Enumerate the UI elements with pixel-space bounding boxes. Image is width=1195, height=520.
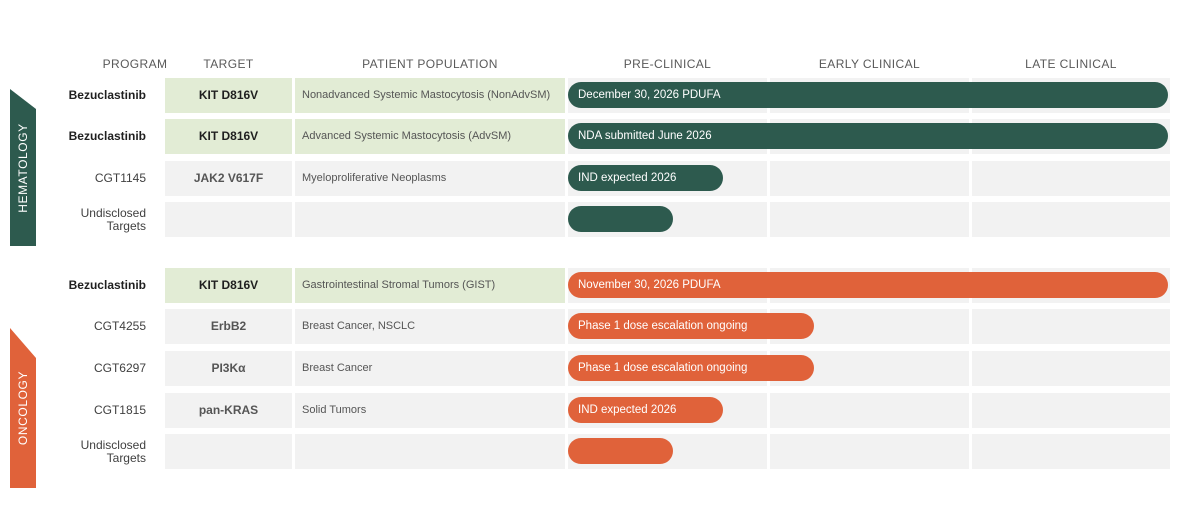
patient-population: Breast Cancer — [302, 362, 373, 374]
progress-bar: November 30, 2026 PDUFA — [568, 272, 1168, 298]
header-early-clinical: EARLY CLINICAL — [818, 57, 921, 71]
patient-population — [295, 202, 565, 237]
grid-cell — [770, 161, 969, 196]
grid-cell — [972, 202, 1170, 237]
program-name: Bezuclastinib — [68, 88, 146, 102]
header-program: PROGRAM — [102, 57, 168, 71]
grid-cell — [165, 202, 292, 237]
patient-population: Advanced Systemic Mastocytosis (AdvSM) — [302, 130, 512, 142]
grid-cell — [165, 309, 292, 344]
grid-cell — [972, 351, 1170, 386]
header-late-clinical: LATE CLINICAL — [1025, 57, 1117, 71]
grid-cell — [295, 78, 565, 113]
grid-cell — [165, 434, 292, 469]
grid-cell — [295, 309, 565, 344]
target-name: PI3Kα — [211, 361, 246, 375]
progress-bar: IND expected 2026 — [568, 397, 723, 423]
progress-bar: December 30, 2026 PDUFA — [568, 82, 1168, 108]
grid-cell — [770, 202, 969, 237]
progress-bar: Phase 1 dose escalation ongoing — [568, 313, 814, 339]
grid-cell — [295, 351, 565, 386]
program-name: Undisclosed Targets — [80, 205, 146, 233]
grid-cell — [165, 161, 292, 196]
program-name: Undisclosed Targets — [80, 437, 146, 465]
grid-cell — [972, 309, 1170, 344]
grid-cell — [165, 268, 292, 303]
program-name: Bezuclastinib — [68, 129, 146, 143]
grid-cell — [165, 351, 292, 386]
program-name: CGT6297 — [93, 361, 146, 375]
oncology-label: ONCOLOGY — [16, 370, 30, 446]
oncology-section-tab: ONCOLOGY — [10, 328, 36, 488]
program-name: CGT1815 — [93, 403, 146, 417]
patient-population: Myeloproliferative Neoplasms — [302, 172, 447, 184]
target-name — [165, 434, 292, 469]
grid-cell — [770, 393, 969, 428]
header-target: TARGET — [203, 57, 254, 71]
grid-cell — [770, 434, 969, 469]
header-population: PATIENT POPULATION — [362, 57, 498, 71]
patient-population: Breast Cancer, NSCLC — [302, 320, 416, 332]
grid-cell — [165, 393, 292, 428]
patient-population: Nonadvanced Systemic Mastocytosis (NonAd… — [302, 89, 551, 101]
grid-cell — [972, 434, 1170, 469]
target-name: ErbB2 — [210, 319, 247, 333]
program-name: CGT1145 — [94, 171, 146, 185]
target-name — [165, 202, 292, 237]
grid-cell — [295, 119, 565, 154]
grid-cell — [165, 78, 292, 113]
target-name: JAK2 V617F — [193, 171, 264, 185]
program-name: Bezuclastinib — [68, 278, 146, 292]
grid-cell — [295, 202, 565, 237]
grid-cell — [295, 393, 565, 428]
program-name: CGT4255 — [93, 319, 146, 333]
progress-bar: NDA submitted June 2026 — [568, 123, 1168, 149]
grid-cell — [295, 434, 565, 469]
progress-bar — [568, 438, 673, 464]
patient-population: Solid Tumors — [302, 404, 367, 416]
target-name: KIT D816V — [198, 278, 259, 292]
progress-bar: IND expected 2026 — [568, 165, 723, 191]
patient-population — [295, 434, 565, 469]
grid-cell — [295, 161, 565, 196]
grid-cell — [972, 161, 1170, 196]
patient-population: Gastrointestinal Stromal Tumors (GIST) — [302, 279, 496, 291]
progress-bar: Phase 1 dose escalation ongoing — [568, 355, 814, 381]
target-name: KIT D816V — [198, 88, 259, 102]
header-preclinical: PRE-CLINICAL — [623, 57, 712, 71]
grid-cell — [165, 119, 292, 154]
grid-cell — [295, 268, 565, 303]
grid-cell — [972, 393, 1170, 428]
hematology-label: HEMATOLOGY — [16, 122, 31, 213]
hematology-section-tab: HEMATOLOGY — [10, 89, 36, 246]
progress-bar — [568, 206, 673, 232]
target-name: pan-KRAS — [198, 403, 259, 417]
target-name: KIT D816V — [198, 129, 259, 143]
